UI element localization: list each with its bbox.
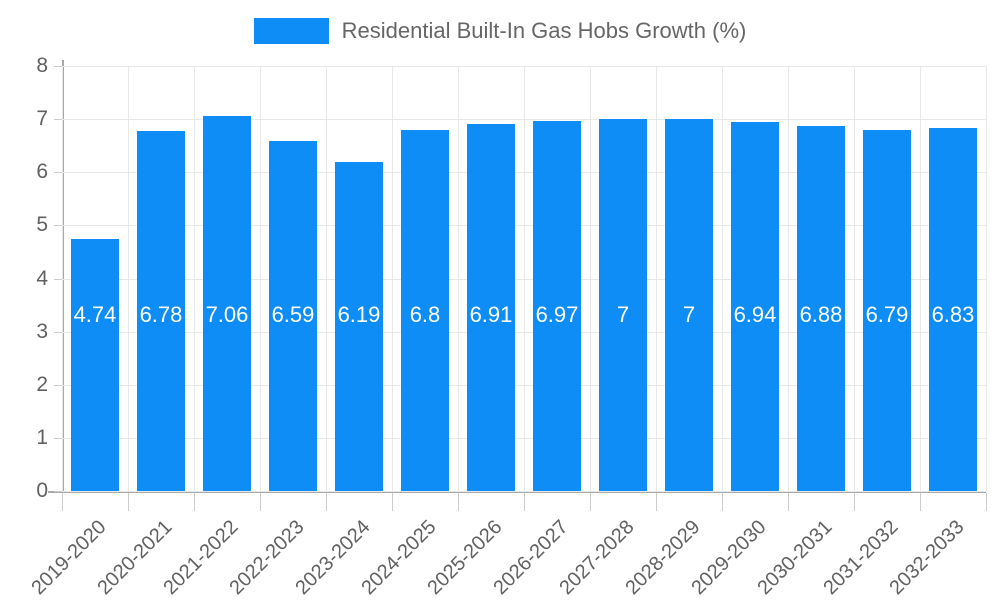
- y-axis-tick-mark: [54, 491, 62, 492]
- gridline-vertical: [260, 66, 261, 491]
- y-axis-tick-mark: [54, 278, 62, 280]
- x-axis-tick-mark: [524, 493, 525, 511]
- y-axis-tick-mark: [54, 66, 62, 67]
- bar-value-label: 6.94: [733, 302, 777, 327]
- bar[interactable]: [533, 120, 581, 491]
- y-axis-tick-label: 8: [36, 54, 48, 77]
- bar-value-label: 6.59: [271, 302, 315, 327]
- y-axis-tick-label: 5: [36, 213, 48, 237]
- x-axis-tick-mark: [986, 493, 987, 511]
- y-axis-tick-label: 2: [36, 372, 48, 396]
- bar[interactable]: [71, 239, 119, 491]
- y-axis-tick-label: 3: [36, 319, 48, 343]
- x-axis-tick-mark: [590, 493, 591, 511]
- x-axis-tick-mark: [128, 493, 129, 511]
- gridline-vertical: [722, 66, 723, 491]
- bar-value-label: 6.19: [337, 302, 381, 327]
- gridline-vertical: [986, 66, 987, 491]
- bar-value-label: 6.83: [931, 302, 975, 327]
- y-axis-tick-mark: [54, 437, 62, 439]
- bar-value-label: 7: [682, 302, 696, 327]
- plot-area: 4.74 6.78 7.06 6.59 6.19 6.8 6.91 6.97 7 7 6.94 6.8…: [62, 66, 987, 492]
- bar-value-label: 7.06: [205, 302, 249, 327]
- bar-value-label: 6.91: [469, 302, 513, 327]
- y-axis-tick-mark: [54, 225, 62, 227]
- bar-value-label: 6.8: [409, 302, 441, 327]
- x-axis-tick-mark: [392, 493, 393, 511]
- x-axis-tick-mark: [788, 493, 789, 511]
- x-axis-tick-mark: [260, 493, 261, 511]
- x-axis-tick-mark: [62, 493, 63, 511]
- gridline-vertical: [788, 66, 789, 491]
- y-axis-tick-label: 1: [36, 425, 48, 449]
- x-axis-tick-mark: [920, 493, 921, 511]
- y-axis-tick-label: 6: [36, 160, 48, 184]
- x-axis-tick-mark: [194, 493, 195, 511]
- legend-color-swatch-icon: [253, 18, 329, 44]
- bar[interactable]: [797, 125, 845, 491]
- gridline-vertical: [854, 66, 855, 491]
- y-axis-tick-mark: [54, 172, 62, 174]
- bar-value-label: 7: [616, 302, 630, 327]
- gridline-vertical: [128, 66, 129, 491]
- gridline-vertical: [656, 66, 657, 491]
- bar[interactable]: [467, 123, 515, 491]
- gridline-vertical: [524, 66, 525, 491]
- gridline-vertical: [62, 66, 63, 491]
- bar-value-label: 6.97: [535, 302, 579, 327]
- bar-value-label: 6.88: [799, 302, 843, 327]
- x-axis-tick-mark: [722, 493, 723, 511]
- x-axis-tick-mark: [854, 493, 855, 511]
- bar[interactable]: [863, 130, 911, 491]
- bar[interactable]: [731, 122, 779, 491]
- x-axis-tick-mark: [326, 493, 327, 511]
- x-axis-tick-mark: [458, 493, 459, 511]
- y-axis-tick-label: 4: [36, 266, 48, 290]
- bar-value-label: 6.79: [865, 302, 909, 327]
- gridline-vertical: [392, 66, 393, 491]
- y-axis-tick-mark: [54, 119, 62, 121]
- y-axis-tick-label: 0: [36, 479, 48, 502]
- bar[interactable]: [335, 162, 383, 491]
- x-axis-tick-mark: [656, 493, 657, 511]
- y-axis-tick-label: 7: [36, 107, 48, 131]
- bar-value-label: 4.74: [73, 302, 117, 327]
- bar[interactable]: [929, 128, 977, 491]
- legend-item-series-0[interactable]: Residential Built-In Gas Hobs Growth (%): [253, 18, 747, 44]
- gridline-vertical: [590, 66, 591, 491]
- y-axis-tick-mark: [54, 331, 62, 333]
- chart-legend: Residential Built-In Gas Hobs Growth (%): [0, 14, 1000, 48]
- x-axis-line: [48, 491, 986, 493]
- bar-value-label: 6.78: [139, 302, 183, 327]
- bar[interactable]: [401, 129, 449, 491]
- bar[interactable]: [599, 119, 647, 491]
- legend-label: Residential Built-In Gas Hobs Growth (%): [341, 18, 747, 43]
- bar[interactable]: [137, 130, 185, 491]
- gridline-vertical: [194, 66, 195, 491]
- gridline-horizontal: [62, 491, 986, 492]
- gridline-vertical: [920, 66, 921, 491]
- bar[interactable]: [203, 115, 251, 491]
- y-axis-tick-mark: [54, 384, 62, 386]
- gridline-vertical: [326, 66, 327, 491]
- y-axis-line: [62, 60, 64, 491]
- gridline-vertical: [458, 66, 459, 491]
- bar[interactable]: [665, 119, 713, 491]
- bar[interactable]: [269, 140, 317, 491]
